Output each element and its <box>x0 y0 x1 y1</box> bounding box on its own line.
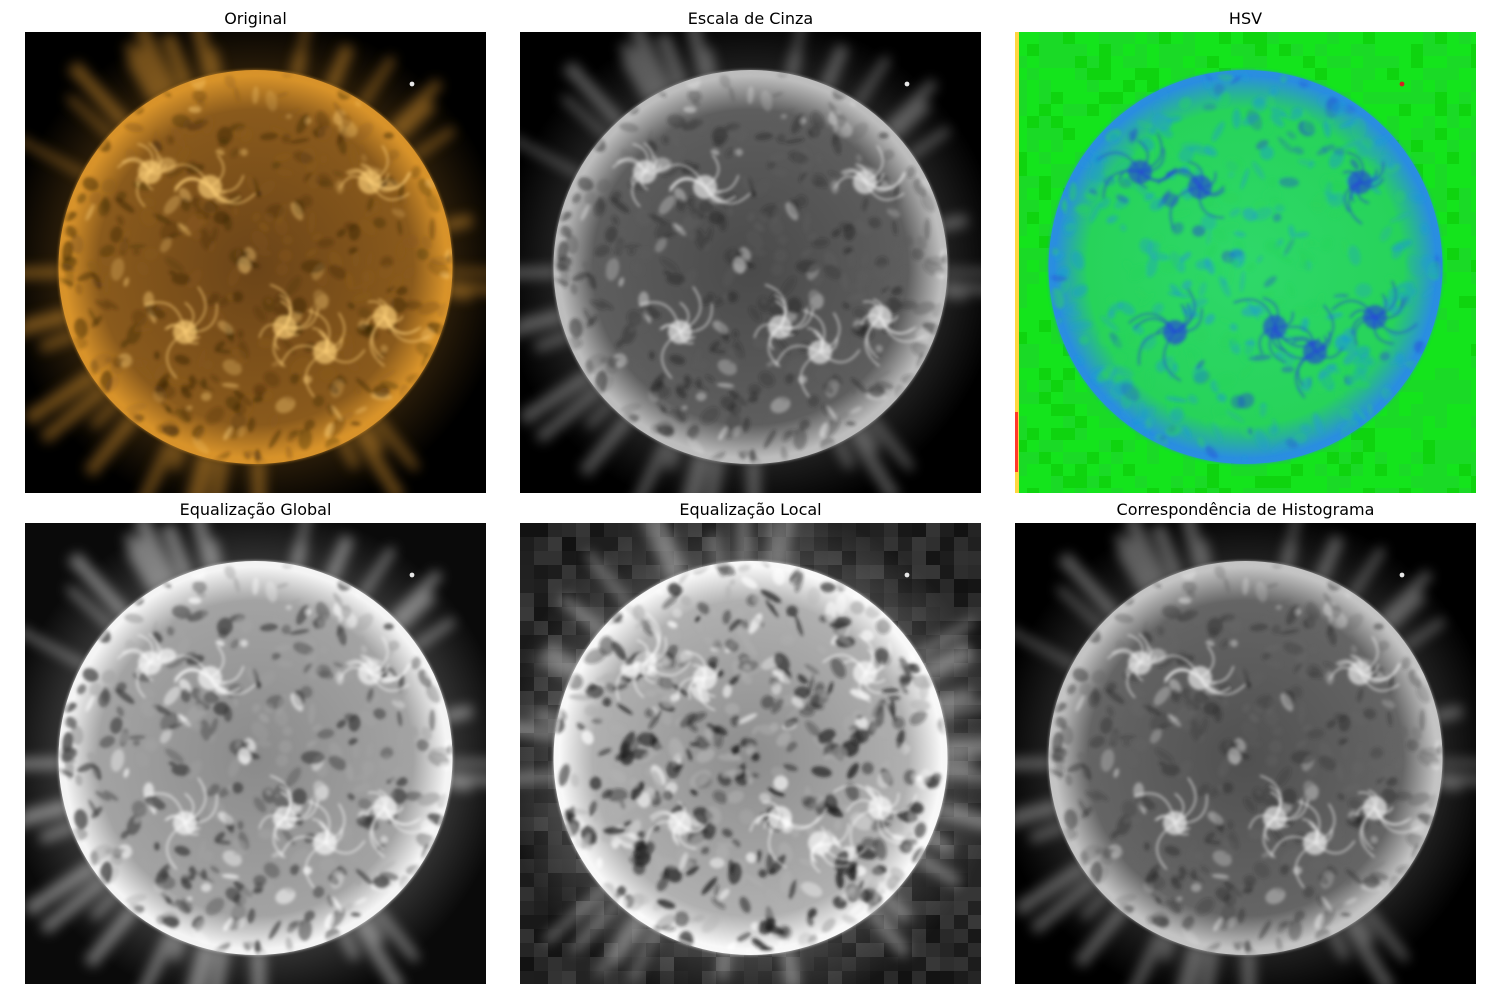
sun-picture <box>25 523 486 984</box>
sun-image-local-equalization <box>520 523 981 984</box>
panel-title: Original <box>224 9 287 28</box>
panel-title: Equalização Local <box>679 500 822 519</box>
sun-image-grayscale <box>520 32 981 493</box>
sun-image-original <box>25 32 486 493</box>
sun-picture <box>520 523 981 984</box>
sun-image-global-equalization <box>25 523 486 984</box>
sun-picture <box>25 32 486 493</box>
panel-title: HSV <box>1228 9 1263 28</box>
sun-image-hsv <box>1015 32 1476 493</box>
sun-picture <box>1015 523 1476 984</box>
panel-title: Equalização Global <box>179 500 332 519</box>
sun-picture <box>520 32 981 493</box>
panel-title: Correspondência de Histograma <box>1116 500 1375 519</box>
sun-picture <box>1015 32 1476 493</box>
panel-title: Escala de Cinza <box>687 9 814 28</box>
sun-image-histogram-matching <box>1015 523 1476 984</box>
